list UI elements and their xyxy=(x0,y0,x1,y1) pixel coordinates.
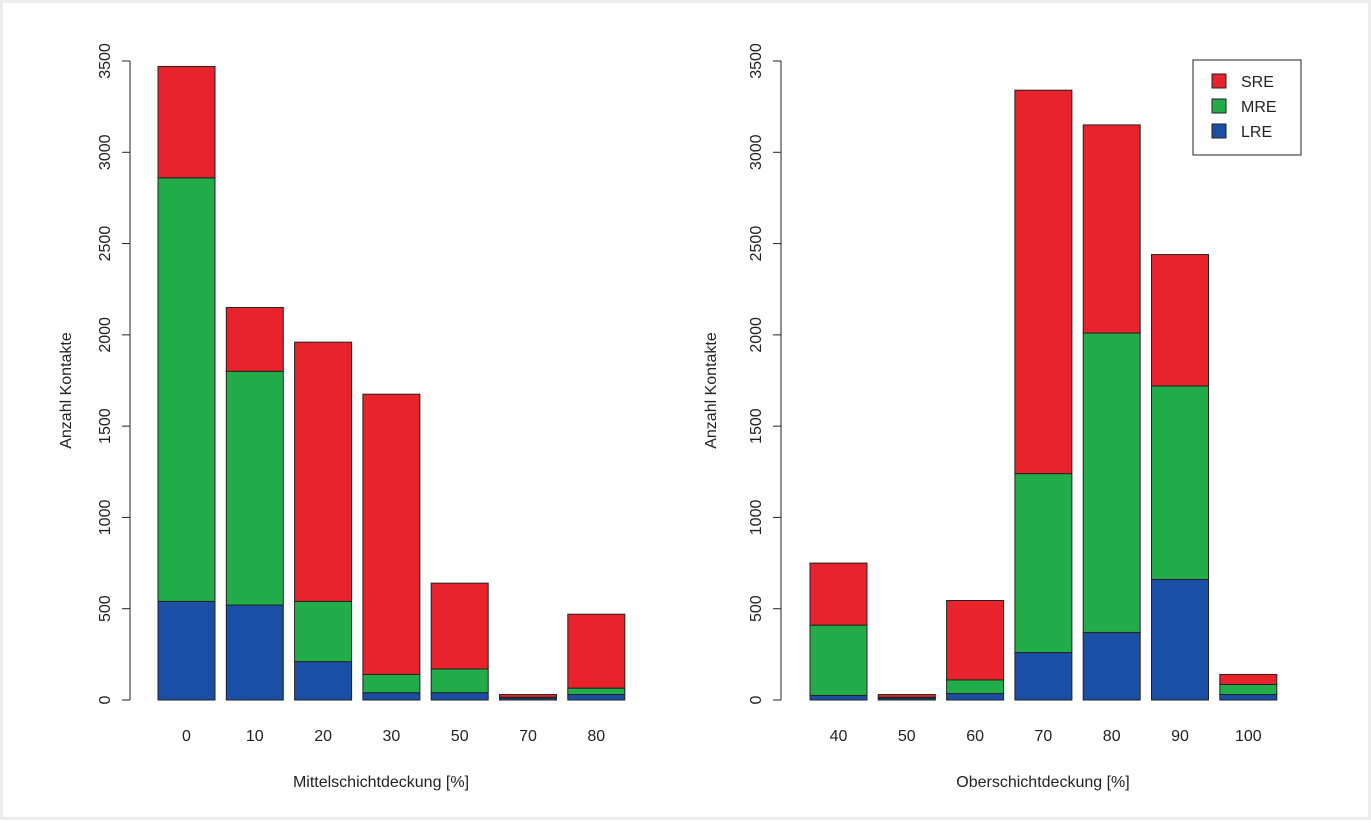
bar-sre-20 xyxy=(294,341,353,602)
x-tick-label: 90 xyxy=(1171,728,1189,745)
bar-lre-20 xyxy=(294,661,353,701)
y-tick-label: 1000 xyxy=(97,500,114,536)
bar-mre-0 xyxy=(157,177,216,602)
legend-label-lre: LRE xyxy=(1241,124,1272,141)
chart-panel-2: 0 500 1000 1500 2000 2500 3000 3500 Anzahl Konta… xyxy=(703,43,1302,791)
bar-lre-30 xyxy=(362,692,421,701)
bar-sre-40 xyxy=(809,562,868,626)
bar-sre-0 xyxy=(157,65,216,179)
bar-mre-90 xyxy=(1151,385,1209,581)
bar-lre-80 xyxy=(1082,631,1141,701)
bar-lre-10 xyxy=(225,604,284,701)
bar-mre-80 xyxy=(567,687,626,696)
bar-mre-50 xyxy=(430,668,489,694)
y-tick-label: 1500 xyxy=(748,408,765,444)
y-tick-label: 500 xyxy=(748,595,765,622)
bar-lre-0 xyxy=(157,600,216,701)
x-tick-label: 10 xyxy=(246,728,264,745)
bar-sre-30 xyxy=(362,393,421,675)
bar-lre-80 xyxy=(567,694,626,701)
legend-swatch-lre xyxy=(1211,123,1227,139)
x-tick-label: 60 xyxy=(966,728,984,745)
x-tick-label: 20 xyxy=(314,728,332,745)
y-tick-label: 0 xyxy=(97,695,114,704)
y-tick-label: 1500 xyxy=(97,408,114,444)
y-tick-label: 3000 xyxy=(97,134,114,170)
x-tick-label: 80 xyxy=(587,728,605,745)
bar-sre-90 xyxy=(1151,254,1209,387)
legend-label-mre: MRE xyxy=(1241,99,1277,116)
y-tick-label: 2000 xyxy=(748,317,765,353)
y-tick-label: 2000 xyxy=(97,317,114,353)
y-tick-label: 1000 xyxy=(748,500,765,536)
legend-label-sre: SRE xyxy=(1241,74,1274,91)
x-tick-label: 40 xyxy=(830,728,848,745)
bar-sre-80 xyxy=(567,613,626,689)
y-tick-label: 3000 xyxy=(748,134,765,170)
legend-swatch-mre xyxy=(1211,98,1227,114)
bar-lre-40 xyxy=(809,694,868,701)
bar-sre-50 xyxy=(430,582,489,670)
bar-mre-30 xyxy=(362,673,421,694)
legend: SRE MRE LRE xyxy=(1192,59,1302,156)
x-tick-label: 80 xyxy=(1103,728,1121,745)
legend-box xyxy=(1192,59,1302,156)
bar-mre-70 xyxy=(1014,473,1073,654)
bar-sre-80 xyxy=(1082,124,1141,334)
bar-lre-90 xyxy=(1151,579,1209,701)
bar-lre-100 xyxy=(1219,694,1278,701)
x-tick-label: 100 xyxy=(1235,728,1262,745)
x-tick-label: 30 xyxy=(383,728,401,745)
legend-swatch-sre xyxy=(1211,73,1227,89)
x-axis-label: Mittelschichtdeckung [%] xyxy=(293,774,469,791)
x-tick-label: 70 xyxy=(1035,728,1053,745)
y-tick-label: 3500 xyxy=(748,43,765,79)
y-tick-label: 3500 xyxy=(97,43,114,79)
bar-mre-10 xyxy=(225,370,284,606)
bar-sre-100 xyxy=(1219,673,1278,685)
bar-sre-60 xyxy=(946,599,1005,681)
bar-sre-50 xyxy=(877,694,936,698)
bar-sre-10 xyxy=(225,306,284,372)
bar-sre-70 xyxy=(499,694,557,698)
bar-lre-60 xyxy=(946,693,1005,701)
bar-mre-100 xyxy=(1219,683,1278,696)
bar-lre-50 xyxy=(430,692,489,701)
bar-mre-80 xyxy=(1082,332,1141,633)
bar-mre-40 xyxy=(809,624,868,696)
bar-sre-70 xyxy=(1014,89,1073,475)
x-axis-label: Oberschichtdeckung [%] xyxy=(956,774,1129,791)
x-tick-label: 50 xyxy=(451,728,469,745)
x-tick-label: 50 xyxy=(898,728,916,745)
bar-mre-60 xyxy=(946,679,1005,695)
bar-lre-70 xyxy=(1014,652,1073,701)
x-tick-label: 0 xyxy=(182,728,191,745)
bar-mre-20 xyxy=(294,600,353,663)
y-tick-label: 2500 xyxy=(97,226,114,262)
y-axis-label: Anzahl Kontakte xyxy=(58,332,75,449)
y-tick-label: 500 xyxy=(97,595,114,622)
y-tick-label: 0 xyxy=(748,695,765,704)
y-tick-label: 2500 xyxy=(748,226,765,262)
x-tick-label: 70 xyxy=(519,728,537,745)
y-axis-label: Anzahl Kontakte xyxy=(703,332,720,449)
